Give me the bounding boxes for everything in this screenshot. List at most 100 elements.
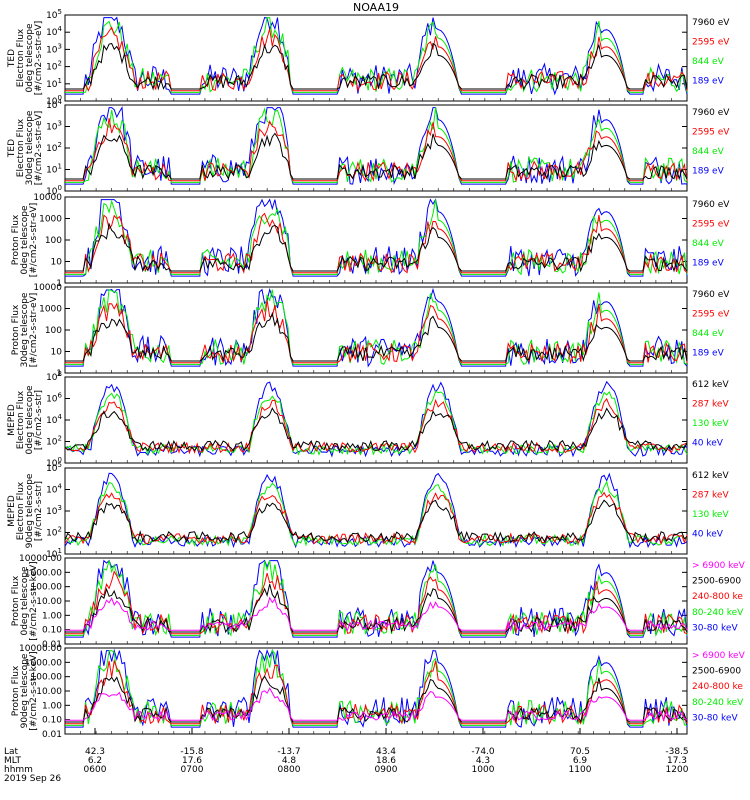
x-time-label: 1200 — [666, 765, 689, 775]
x-lat-label: 70.5 — [570, 747, 590, 757]
y-axis-label: Proton Flux — [11, 665, 21, 716]
series-line — [65, 659, 688, 725]
y-axis-label: 0deg telescope — [20, 566, 30, 636]
x-time-label: 1100 — [569, 765, 592, 775]
y-axis-label: 90deg telescope — [20, 653, 30, 728]
series-line — [64, 480, 688, 547]
legend-label: 287 keV — [692, 400, 729, 410]
panel-4: 1 10 100 1000 10000 Proton Flux 30deg telescop… — [11, 283, 730, 379]
y-tick-label: 1 — [56, 279, 62, 289]
x-lat-label: -74.0 — [471, 747, 495, 757]
y-axis-label: [#/cm2-s-str-eV] — [29, 203, 39, 278]
legend-label: 240-800 ke — [692, 682, 743, 692]
legend-label: 40 keV — [692, 530, 724, 540]
y-tick-label: 1000.00 — [25, 568, 62, 578]
legend-label: 612 keV — [692, 471, 729, 481]
y-axis-label: 90deg telescope — [25, 473, 35, 548]
legend-label: 287 keV — [692, 491, 729, 501]
y-axis-label: 30deg telescope — [25, 110, 35, 185]
legend-label: 30-80 keV — [692, 623, 738, 633]
series-line — [65, 212, 688, 275]
legend-label: 189 eV — [692, 259, 725, 269]
x-mlt-label: 6.2 — [88, 756, 102, 766]
legend-label: > 6900 keV — [692, 561, 746, 571]
y-axis-label: MEPED — [7, 495, 17, 527]
y-axis-label: Electron Flux — [16, 118, 26, 177]
legend-label: 30-80 keV — [692, 713, 738, 723]
y-tick-label: 0.01 — [42, 640, 62, 650]
series-line — [65, 288, 688, 365]
y-axis-label: TED — [7, 49, 17, 68]
y-axis-label: Proton Flux — [11, 575, 21, 626]
y-tick-label: 100.00 — [31, 673, 63, 683]
panel-7: 0.01 0.10 1.00 10.00 100.00 1000.00 10000.00 Pr… — [11, 554, 746, 650]
y-tick-label: 10000 — [33, 283, 62, 293]
legend-label: 844 eV — [692, 329, 725, 339]
y-tick-label: 100.00 — [31, 583, 63, 593]
panel-8: 0.01 0.10 1.00 10.00 100.00 1000.00 10000.00 Pr… — [11, 644, 746, 740]
series-line — [65, 132, 688, 181]
x-mlt-label: 17.6 — [182, 756, 202, 766]
legend-label: 2595 eV — [692, 310, 730, 320]
y-tick-label: 1000 — [39, 215, 62, 225]
legend-label: 130 keV — [692, 510, 729, 520]
legend-label: 2595 eV — [692, 38, 730, 48]
series-line — [65, 287, 688, 368]
y-axis-label: Proton Flux — [11, 214, 21, 265]
x-time-label: 0600 — [84, 765, 107, 775]
series-line — [64, 499, 688, 544]
legend-label: 7960 eV — [692, 18, 730, 28]
y-tick-label: 10.00 — [36, 597, 62, 607]
y-axis-label: [#/cm2-s-str-keV] — [29, 651, 39, 730]
series-line — [65, 570, 688, 635]
legend-label: 240-800 ke — [692, 592, 743, 602]
y-tick-label: 10000 — [33, 193, 62, 203]
y-axis-label: 30deg telescope — [20, 292, 30, 367]
y-axis-label: 0deg telescope — [25, 23, 35, 93]
legend-label: 189 eV — [692, 349, 725, 359]
y-axis-label: 0deg telescope — [25, 385, 35, 455]
y-axis-label: Proton Flux — [11, 304, 21, 355]
legend-label: 7960 eV — [692, 200, 730, 210]
legend-label: 189 eV — [692, 77, 725, 87]
series-line — [65, 596, 688, 632]
y-tick-label: 0.10 — [42, 716, 62, 726]
x-time-label: 0900 — [375, 765, 398, 775]
series-line — [64, 380, 688, 458]
series-line — [65, 42, 688, 91]
series-line — [65, 222, 688, 273]
x-time-label: 0800 — [278, 765, 301, 775]
x-mlt-label: 6.9 — [573, 756, 588, 766]
legend-label: 7960 eV — [692, 290, 730, 300]
y-tick-label: 1000 — [39, 305, 62, 315]
chart-title: NOAA19 — [353, 1, 399, 14]
y-tick-label: 100 — [45, 326, 62, 336]
series-line — [65, 560, 688, 638]
y-tick-label: 10.00 — [36, 687, 62, 697]
legend-label: 844 eV — [692, 57, 725, 67]
y-axis-label: MEPED — [7, 404, 17, 436]
legend-label: 612 keV — [692, 380, 729, 390]
series-line — [65, 583, 688, 634]
y-tick-label: 1000.00 — [25, 658, 62, 668]
date-label: 2019 Sep 26 — [4, 774, 61, 784]
y-tick-label: 10 — [51, 348, 63, 358]
y-tick-label: 10000.00 — [19, 644, 62, 654]
y-tick-label: 0.01 — [42, 730, 62, 740]
series-line — [65, 16, 688, 96]
y-axis-label: Electron Flux — [16, 481, 26, 540]
x-mlt-label: 18.6 — [376, 756, 396, 766]
x-lat-label: 42.3 — [85, 747, 105, 757]
y-tick-label: 10 — [51, 258, 63, 268]
series-line — [65, 311, 688, 363]
legend-label: 2500-6900 — [692, 577, 741, 587]
x-lat-label: -13.7 — [277, 747, 300, 757]
y-axis-label: [#/cm2-s-str] — [34, 481, 44, 541]
x-lat-label: -15.8 — [180, 747, 204, 757]
x-time-label: 1000 — [472, 765, 495, 775]
panel-3: 1 10 100 1000 10000 Proton Flux 0deg telescope… — [11, 193, 730, 289]
